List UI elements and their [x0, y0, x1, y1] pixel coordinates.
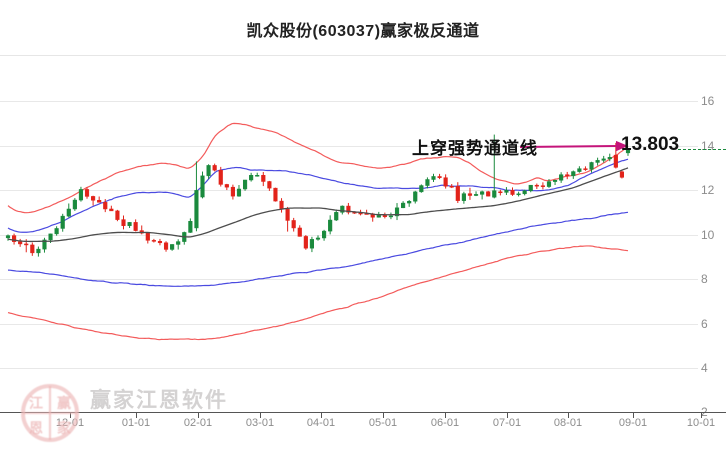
svg-text:赢: 赢	[57, 395, 71, 411]
svg-text:家: 家	[57, 420, 72, 436]
svg-text:江: 江	[29, 395, 43, 411]
svg-text:恩: 恩	[29, 420, 43, 436]
